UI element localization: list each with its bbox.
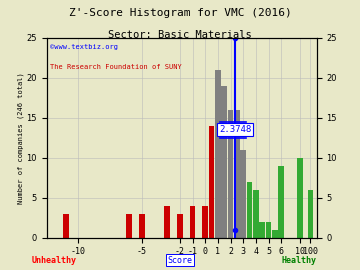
Bar [228, 110, 233, 238]
Bar [221, 86, 227, 238]
Text: Score: Score [167, 256, 193, 265]
Text: Unhealthy: Unhealthy [32, 256, 76, 265]
Text: 2.3748: 2.3748 [219, 125, 252, 134]
Bar [190, 206, 195, 238]
Bar [253, 190, 259, 238]
Bar [278, 166, 284, 238]
Bar [126, 214, 132, 238]
Text: Healthy: Healthy [281, 256, 316, 265]
Bar [266, 222, 271, 238]
Bar [202, 206, 208, 238]
Text: Z'-Score Histogram for VMC (2016): Z'-Score Histogram for VMC (2016) [69, 8, 291, 18]
Text: Sector: Basic Materials: Sector: Basic Materials [108, 30, 252, 40]
Bar [139, 214, 145, 238]
Text: The Research Foundation of SUNY: The Research Foundation of SUNY [50, 64, 181, 70]
Y-axis label: Number of companies (246 total): Number of companies (246 total) [17, 72, 24, 204]
Bar [165, 206, 170, 238]
Text: ©www.textbiz.org: ©www.textbiz.org [50, 44, 117, 50]
Bar [297, 158, 303, 238]
Bar [63, 214, 69, 238]
Bar [247, 182, 252, 238]
Bar [307, 190, 313, 238]
Bar [234, 110, 240, 238]
Bar [240, 150, 246, 238]
Bar [215, 70, 221, 238]
Bar [260, 222, 265, 238]
Bar [209, 126, 215, 238]
Bar [272, 230, 278, 238]
Bar [177, 214, 183, 238]
